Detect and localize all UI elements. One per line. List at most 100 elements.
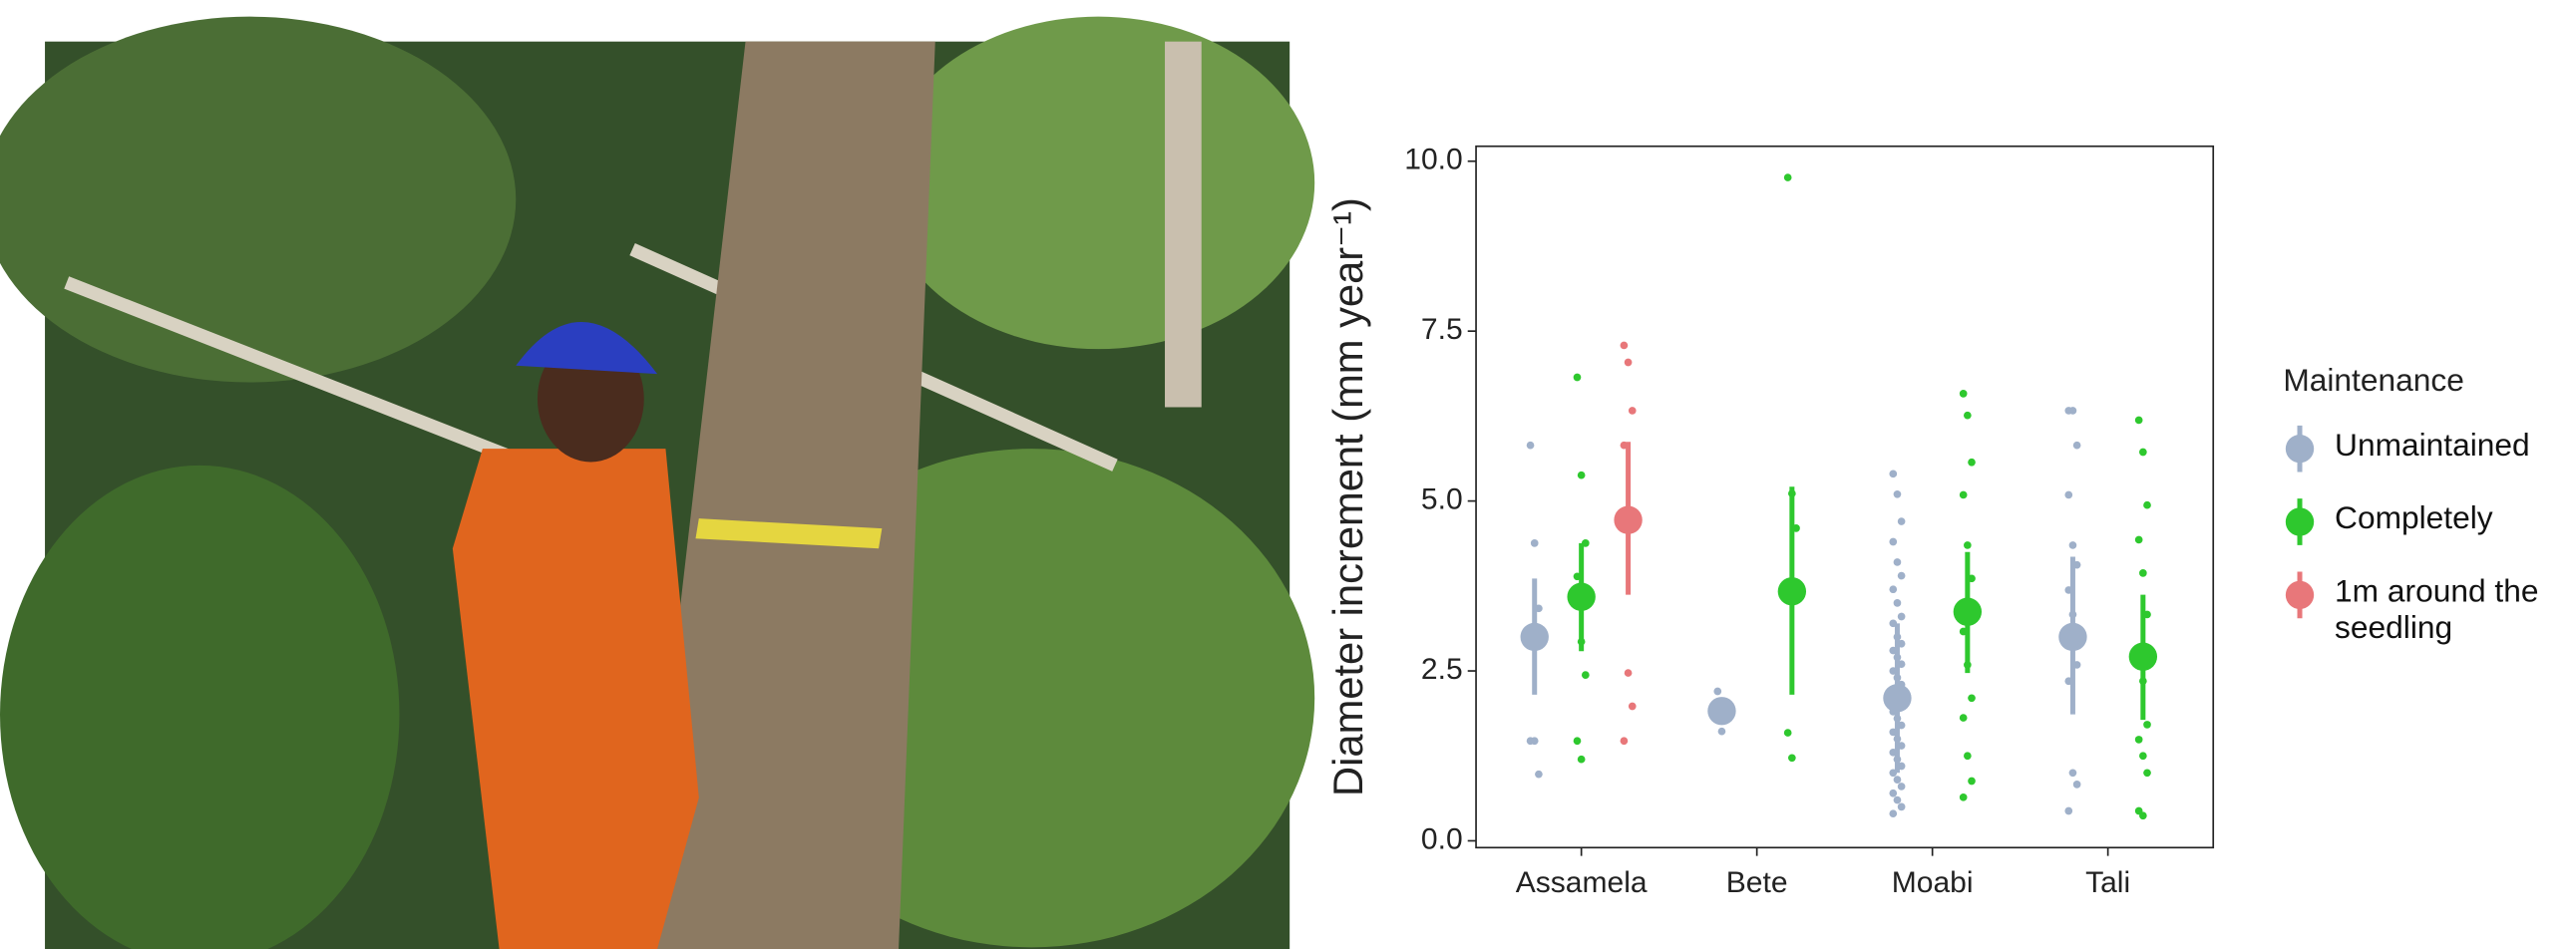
raw-point bbox=[1893, 776, 1902, 784]
raw-point bbox=[1968, 694, 1976, 703]
legend-label: Unmaintained bbox=[2335, 429, 2530, 465]
raw-point bbox=[1628, 407, 1637, 415]
mean-point bbox=[1707, 697, 1736, 726]
raw-point bbox=[2134, 535, 2143, 544]
raw-point bbox=[1788, 754, 1796, 763]
legend-key-dot bbox=[2285, 580, 2315, 610]
raw-point bbox=[1964, 752, 1972, 761]
x-tick-label: Tali bbox=[2085, 866, 2130, 899]
raw-point bbox=[1893, 795, 1902, 804]
raw-point bbox=[1893, 599, 1902, 607]
raw-point bbox=[1624, 358, 1633, 367]
mean-point bbox=[1953, 597, 1983, 626]
legend-key-dot bbox=[2285, 507, 2315, 536]
legend-entry: Completely bbox=[2335, 501, 2493, 537]
helmet bbox=[516, 321, 658, 375]
raw-point bbox=[1959, 793, 1968, 801]
raw-point bbox=[2139, 448, 2147, 457]
raw-point bbox=[1577, 471, 1586, 479]
mean-point bbox=[1520, 622, 1549, 652]
mean-point bbox=[1614, 505, 1643, 534]
mean-point bbox=[2058, 622, 2087, 652]
raw-point bbox=[1959, 390, 1968, 398]
raw-point bbox=[2064, 490, 2073, 499]
raw-point bbox=[1783, 173, 1792, 181]
raw-point bbox=[1968, 458, 1976, 467]
raw-point bbox=[1897, 612, 1906, 621]
raw-point bbox=[1577, 755, 1586, 764]
foliage bbox=[0, 16, 517, 383]
foliage bbox=[0, 465, 400, 949]
x-tick-label: Assamela bbox=[1516, 866, 1648, 899]
person bbox=[452, 449, 699, 949]
raw-point bbox=[1573, 373, 1582, 382]
raw-point bbox=[2068, 407, 2077, 415]
raw-point bbox=[2068, 541, 2077, 549]
legend-label: 1m around the seedling bbox=[2335, 574, 2539, 647]
mean-point bbox=[1777, 577, 1807, 606]
raw-point bbox=[1620, 341, 1629, 350]
raw-point bbox=[1889, 809, 1898, 818]
raw-point bbox=[1573, 737, 1582, 746]
raw-point bbox=[1897, 571, 1906, 580]
raw-point bbox=[1530, 737, 1539, 746]
legend-entry: Unmaintained bbox=[2335, 429, 2530, 465]
raw-point bbox=[1964, 541, 1972, 549]
raw-point bbox=[1968, 777, 1976, 786]
raw-point bbox=[2064, 806, 2073, 815]
raw-point bbox=[2139, 569, 2147, 577]
mean-point bbox=[1567, 582, 1596, 611]
raw-point bbox=[1959, 490, 1968, 499]
foliage bbox=[882, 16, 1315, 350]
legend-title: Maintenance bbox=[2283, 362, 2464, 398]
y-tick-label: 10.0 bbox=[1404, 144, 1462, 176]
legend-label: Completely bbox=[2335, 501, 2493, 537]
raw-point bbox=[2143, 500, 2151, 509]
raw-point bbox=[2143, 769, 2151, 778]
plot-panel bbox=[1475, 145, 2215, 849]
mean-point bbox=[1883, 684, 1912, 713]
raw-point bbox=[1620, 737, 1629, 746]
raw-point bbox=[1526, 441, 1535, 450]
raw-point bbox=[2139, 811, 2147, 820]
raw-point bbox=[1959, 714, 1968, 722]
y-tick-label: 0.0 bbox=[1421, 822, 1463, 855]
raw-point bbox=[1893, 558, 1902, 566]
raw-point bbox=[1893, 489, 1902, 498]
trunk bbox=[640, 41, 935, 949]
raw-point bbox=[1581, 671, 1590, 679]
raw-point bbox=[1624, 669, 1633, 677]
branch bbox=[64, 276, 536, 473]
y-axis-title: Diameter increment (mm year⁻¹) bbox=[1324, 197, 1371, 796]
raw-point bbox=[2072, 781, 2081, 789]
raw-point bbox=[1535, 770, 1543, 779]
raw-point bbox=[2068, 769, 2077, 778]
legend-key-dot bbox=[2285, 434, 2315, 464]
raw-point bbox=[2134, 736, 2143, 744]
raw-point bbox=[1897, 783, 1906, 791]
y-tick-label: 7.5 bbox=[1421, 313, 1463, 346]
mean-point bbox=[2128, 642, 2158, 671]
y-tick-label: 2.5 bbox=[1421, 653, 1463, 686]
raw-point bbox=[1889, 585, 1898, 594]
raw-point bbox=[1897, 802, 1906, 811]
raw-point bbox=[1717, 727, 1726, 736]
raw-point bbox=[2134, 416, 2143, 425]
raw-point bbox=[2072, 441, 2081, 450]
raw-point bbox=[1897, 517, 1906, 525]
legend-entry: 1m around the seedling bbox=[2335, 574, 2539, 647]
raw-point bbox=[1628, 702, 1637, 711]
x-tick-label: Bete bbox=[1726, 866, 1788, 899]
raw-point bbox=[1530, 539, 1539, 547]
tree bbox=[1165, 41, 1202, 408]
raw-point bbox=[1889, 470, 1898, 478]
y-tick-label: 5.0 bbox=[1421, 483, 1463, 516]
raw-point bbox=[1889, 537, 1898, 546]
raw-point bbox=[1964, 411, 1972, 420]
photo bbox=[0, 16, 1315, 949]
raw-point bbox=[2143, 721, 2151, 729]
tape bbox=[695, 518, 883, 549]
raw-point bbox=[1713, 687, 1722, 696]
